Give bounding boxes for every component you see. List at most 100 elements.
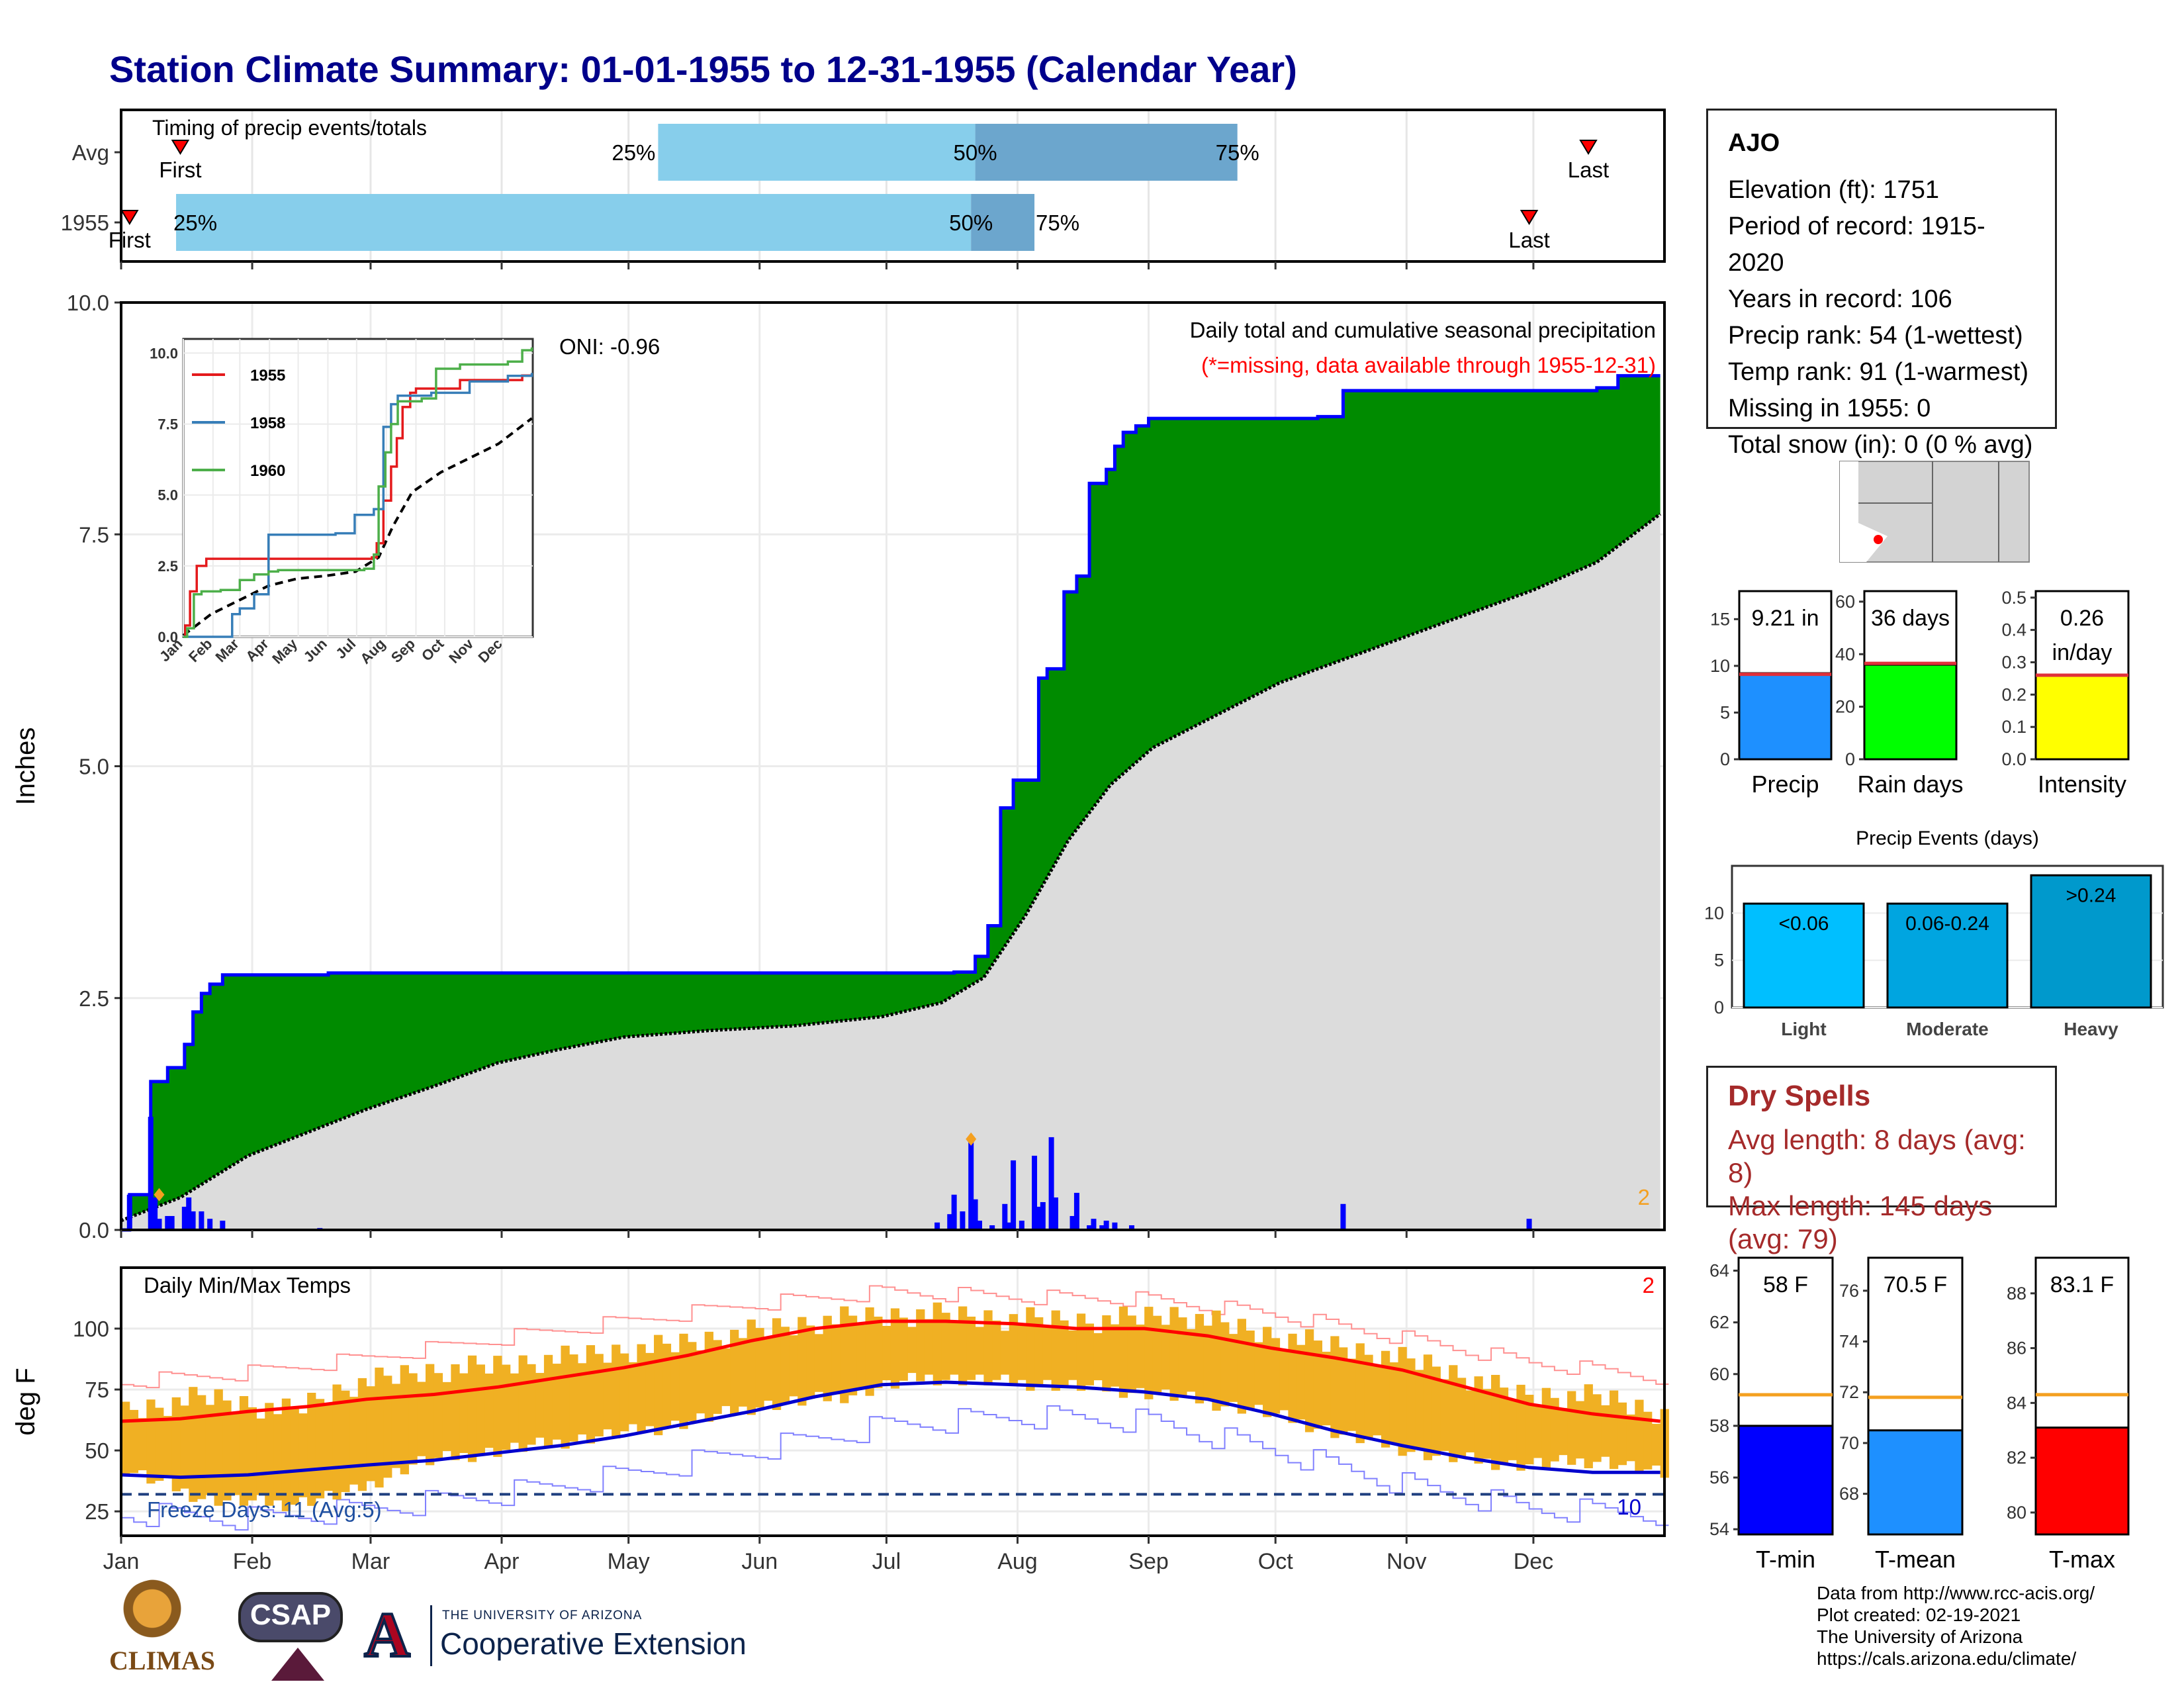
timeline-panel: 25% 50% 75% First Last Avg 25% 50% 75% First Last 1…	[61, 109, 1666, 269]
csap-logo: CSAP	[232, 1592, 347, 1685]
temp-daily-bar	[1525, 1395, 1534, 1465]
csap-logo-text: CSAP	[250, 1599, 332, 1631]
precip-max-marker	[154, 1188, 165, 1201]
precip-events-bar	[2030, 874, 2152, 1009]
gauge-intensity-ytick-label: 0.1	[2001, 717, 2026, 737]
temp-daily-bar	[899, 1317, 908, 1381]
temp-panel: 25 50 75 100 Freeze Days: 11 (Avg:5) Daily Mi…	[11, 1266, 1669, 1574]
temp-daily-bar	[789, 1335, 798, 1397]
temp-daily-bar	[865, 1307, 874, 1396]
temp-daily-bar	[1533, 1405, 1543, 1458]
gauge-intensity-unit-label: in/day	[2052, 640, 2113, 665]
gauge-precip: 9.21 in 0 5 10 15 Precip	[1710, 590, 1833, 798]
temp-daily-bar	[730, 1329, 739, 1415]
inset-ytick-label: 0.0	[158, 629, 178, 645]
temp-daily-bar	[831, 1324, 841, 1395]
temp-daily-bar	[1584, 1384, 1593, 1469]
temp-daily-bar	[645, 1352, 655, 1427]
precip-average-line	[120, 512, 1662, 1223]
precip-daily-bar	[207, 1219, 213, 1230]
temp-daily-bar	[1626, 1414, 1635, 1462]
gauge-tmax-ytick-label: 82	[2007, 1448, 2026, 1468]
temp-daily-bar	[1643, 1411, 1653, 1470]
temp-daily-bar	[1575, 1401, 1585, 1459]
climas-logo: CLIMAS	[106, 1579, 218, 1678]
temp-daily-bar	[975, 1327, 984, 1375]
temp-daily-bar	[578, 1363, 587, 1435]
precip-daily-bar	[1036, 1206, 1042, 1230]
gauge-rain-days-title: Rain days	[1857, 771, 1963, 798]
station-temp-rank: Temp rank: 91 (1-warmest)	[1728, 358, 2029, 386]
temp-daily-bar	[1068, 1330, 1077, 1380]
temp-daily-bar	[1017, 1324, 1026, 1380]
credits: Data from http://www.rcc-acis.org/ Plot …	[1817, 1582, 2095, 1669]
timeline-p25-label: 25%	[173, 211, 217, 235]
timeline-first-marker	[120, 210, 139, 225]
csap-logo-mountain	[271, 1648, 324, 1681]
temp-ytick-label: 100	[73, 1317, 109, 1341]
temp-daily-bar	[1111, 1324, 1120, 1387]
temp-daily-bar	[189, 1387, 198, 1502]
timeline-first-label: First	[159, 158, 201, 182]
temp-daily-bar	[780, 1327, 790, 1403]
dry-spells-avg: Avg length: 8 days (avg: 8)	[1728, 1124, 2026, 1188]
gauge-tmean-title: T-mean	[1875, 1546, 1956, 1573]
precip-oni: ONI: -0.96	[559, 334, 660, 359]
precip-events-category-label: Heavy	[2064, 1019, 2118, 1039]
precip-daily-bar	[934, 1222, 940, 1230]
gauge-tmean: 70.5 F 68 70 72 74 76 T-mean	[1839, 1256, 1964, 1573]
precip-ytick-label: 10.0	[67, 291, 109, 315]
temp-daily-bar	[1635, 1399, 1644, 1474]
gauge-tmean-bar	[1867, 1429, 1964, 1536]
gauge-tmax-ytick-label: 80	[2007, 1503, 2026, 1523]
precip-daily-bar	[947, 1214, 953, 1230]
temp-daily-bar	[941, 1313, 950, 1380]
temp-daily-bar	[1567, 1391, 1576, 1465]
precip-daily-bar	[976, 1220, 982, 1230]
precip-events-bar-label: >0.24	[2066, 884, 2116, 906]
station-name: AJO	[1728, 129, 1780, 157]
timeline-last-label: Last	[1568, 158, 1609, 182]
inset-legend-label: 1955	[250, 367, 285, 385]
gauge-tmin-value-label: 58 F	[1763, 1272, 1808, 1297]
temp-daily-bar	[375, 1367, 384, 1488]
temp-daily-bar	[1220, 1322, 1230, 1407]
temp-daily-bar	[1051, 1310, 1060, 1391]
timeline-bar-25-50	[176, 194, 972, 251]
inset-average-line	[182, 417, 533, 637]
gauge-tmin: 58 F 54 56 58 60 62 64 T-min	[1709, 1256, 1834, 1573]
precip-daily-bar	[1103, 1220, 1109, 1230]
month-axis-label: Dec	[1514, 1549, 1553, 1574]
temp-record-max-line	[121, 1285, 1669, 1389]
station-elevation: Elevation (ft): 1751	[1728, 176, 1939, 204]
dry-spells-title: Dry Spells	[1728, 1080, 1871, 1112]
timeline-last-label: Last	[1508, 228, 1549, 252]
precip-cumulative-line	[121, 374, 1661, 1232]
credit-university: The University of Arizona	[1817, 1626, 2023, 1647]
temp-daily-bar	[1152, 1315, 1162, 1395]
temp-daily-bar	[823, 1315, 832, 1401]
gauge-precip-ytick-label: 0	[1720, 749, 1730, 769]
precip-ytick-label: 7.5	[79, 522, 109, 547]
precip-daily-bar	[148, 1117, 154, 1230]
gauge-precip-title: Precip	[1751, 771, 1819, 798]
temp-daily-bar	[713, 1340, 722, 1414]
temp-daily-bar	[1355, 1343, 1365, 1444]
gauge-tmean-ytick-label: 76	[1839, 1281, 1859, 1301]
precip-daily-bar	[1526, 1219, 1532, 1230]
inset-legend-label: 1958	[250, 414, 285, 432]
temp-daily-bar	[163, 1416, 173, 1478]
temp-daily-bar	[1559, 1407, 1568, 1456]
temp-daily-bar	[1203, 1325, 1212, 1399]
precip-daily-bar	[1019, 1220, 1024, 1230]
temp-daily-bar	[417, 1382, 426, 1456]
temp-daily-bar	[1398, 1346, 1407, 1456]
gauge-rain-days-ytick-label: 0	[1845, 749, 1855, 769]
temp-daily-bar	[298, 1413, 308, 1497]
gauge-rain-days-ytick-label: 40	[1835, 644, 1855, 664]
precip-daily-bar	[951, 1194, 957, 1230]
precip-events-ytick-label: 0	[1714, 998, 1724, 1017]
precip-daily-bar	[126, 1194, 132, 1230]
month-axis-label: Sep	[1128, 1549, 1169, 1574]
precip-daily-bar	[1002, 1203, 1008, 1230]
